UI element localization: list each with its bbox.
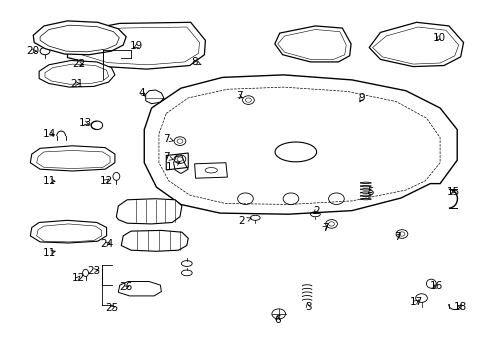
Text: 12: 12 (71, 273, 85, 283)
Text: 7: 7 (236, 91, 243, 102)
Text: 4: 4 (138, 88, 145, 98)
Text: 7: 7 (163, 152, 173, 162)
Text: 18: 18 (453, 302, 467, 312)
Polygon shape (33, 21, 126, 55)
Text: 11: 11 (43, 248, 57, 258)
Polygon shape (118, 282, 161, 296)
Text: 13: 13 (79, 118, 92, 128)
Polygon shape (67, 22, 205, 69)
Text: 17: 17 (409, 297, 423, 307)
Text: 5: 5 (366, 186, 373, 197)
Text: 9: 9 (358, 93, 365, 103)
Text: 21: 21 (70, 78, 84, 89)
Text: 7: 7 (393, 232, 400, 242)
Text: 14: 14 (43, 129, 57, 139)
Text: 1: 1 (165, 162, 180, 172)
Polygon shape (30, 220, 106, 243)
Text: 7: 7 (321, 222, 328, 233)
Text: 25: 25 (104, 303, 118, 313)
Text: 22: 22 (72, 59, 86, 69)
Text: 8: 8 (191, 57, 201, 67)
Polygon shape (116, 199, 182, 224)
Text: 10: 10 (432, 33, 445, 43)
Text: 2: 2 (238, 216, 251, 226)
Text: 19: 19 (130, 41, 143, 51)
Text: 6: 6 (274, 315, 281, 325)
Text: 23: 23 (87, 266, 101, 276)
Text: 11: 11 (43, 176, 57, 186)
Text: 26: 26 (119, 282, 133, 292)
Polygon shape (368, 22, 463, 67)
Text: 3: 3 (304, 302, 311, 312)
Text: 12: 12 (100, 176, 113, 186)
Text: 24: 24 (100, 239, 113, 249)
Polygon shape (30, 146, 115, 171)
Text: 2: 2 (313, 206, 320, 216)
Text: 16: 16 (428, 281, 442, 291)
Polygon shape (121, 230, 188, 251)
Text: 20: 20 (27, 46, 40, 56)
Polygon shape (144, 75, 456, 214)
Polygon shape (39, 60, 115, 87)
Text: 7: 7 (163, 134, 173, 144)
Polygon shape (274, 26, 350, 62)
Text: 15: 15 (446, 186, 460, 197)
